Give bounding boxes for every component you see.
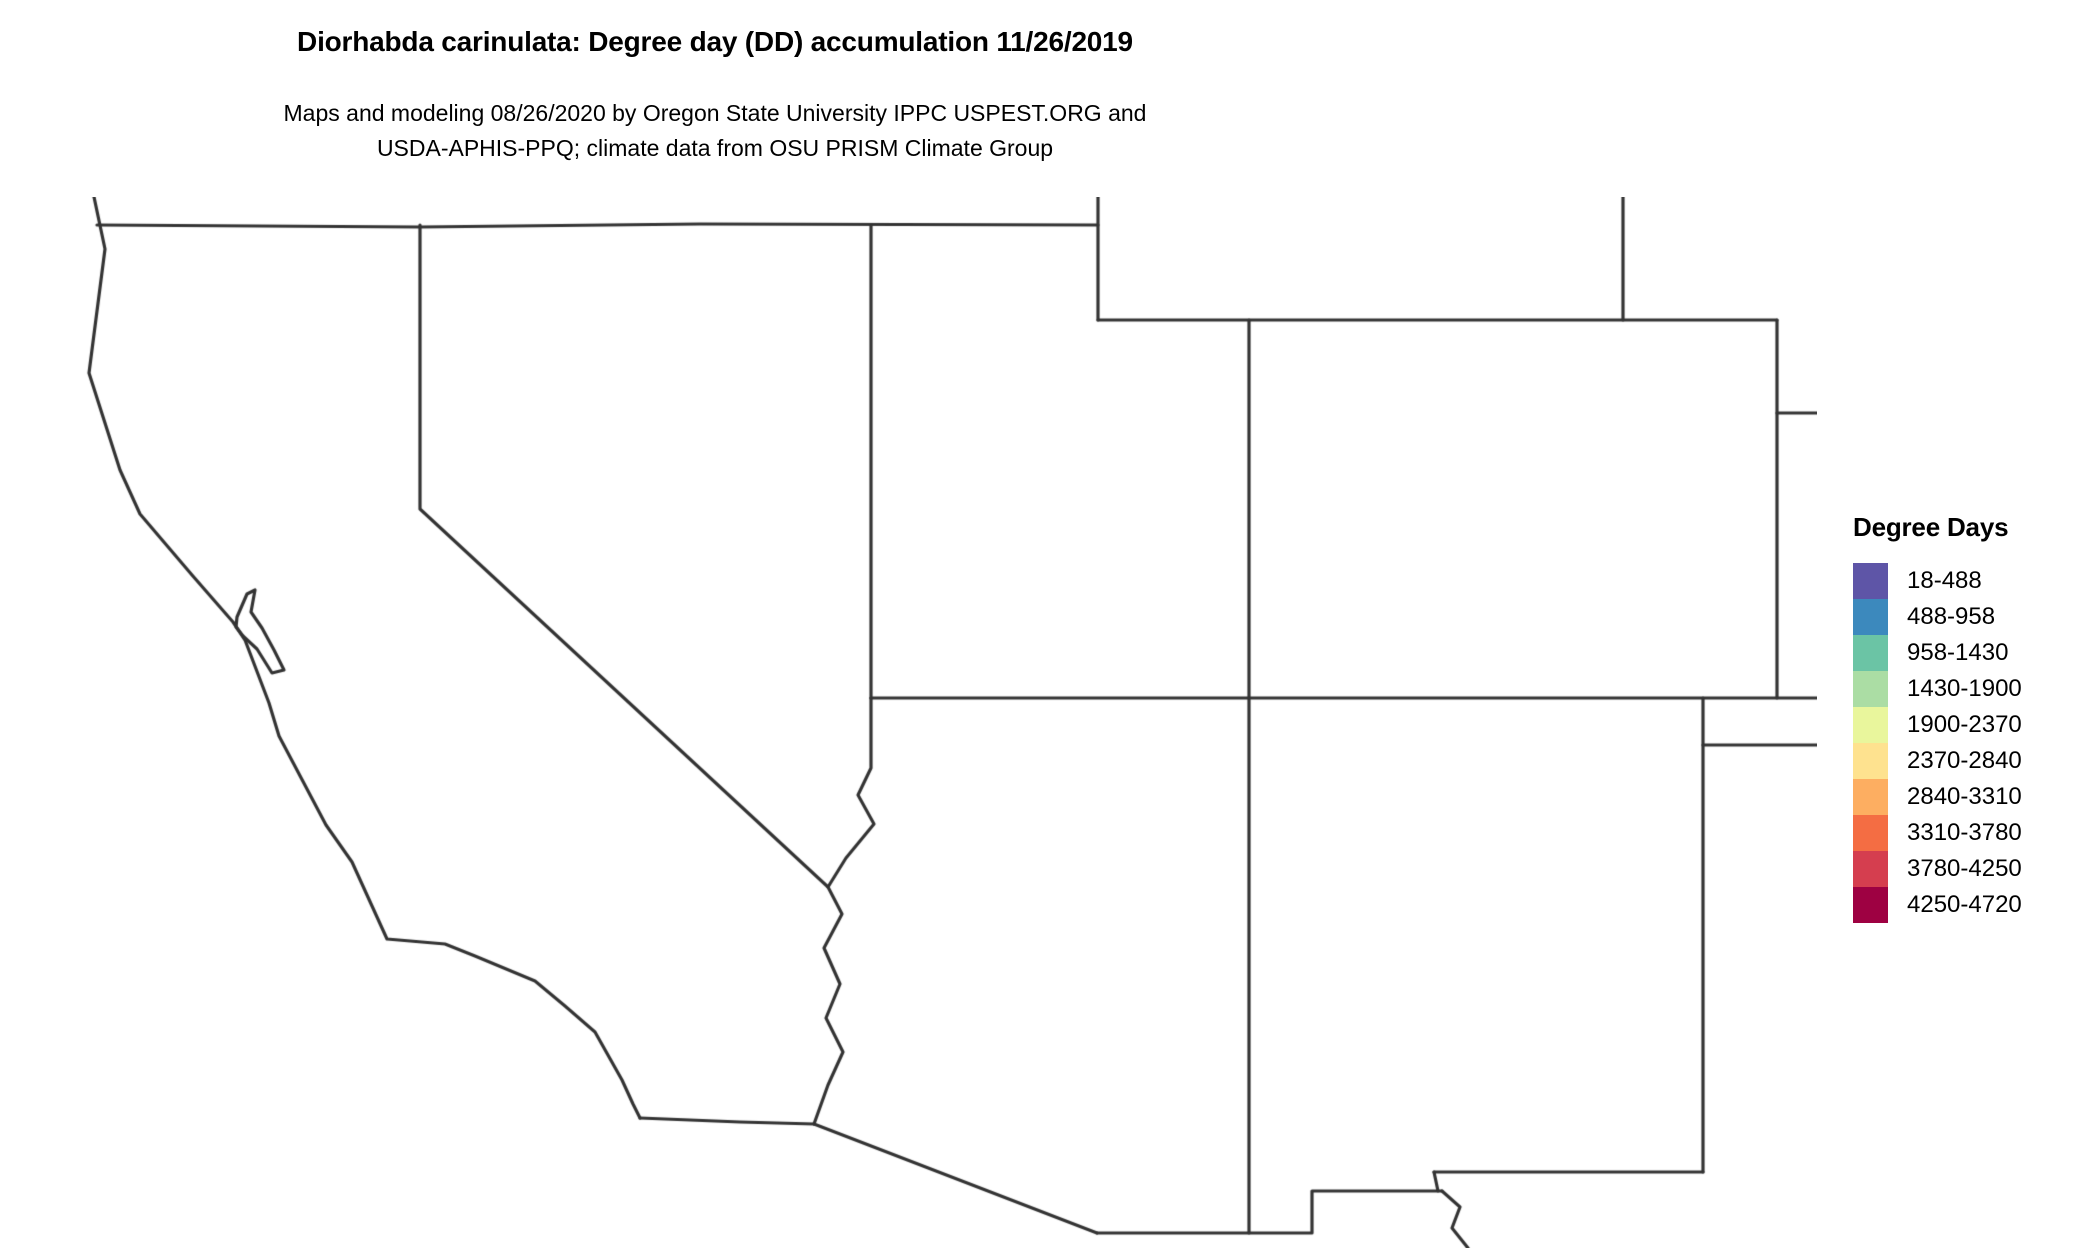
legend-item: 1430-1900 (1853, 671, 2022, 707)
legend-item: 958-1430 (1853, 635, 2022, 671)
legend-swatch (1853, 743, 1888, 779)
legend-label: 18-488 (1907, 567, 1982, 594)
legend-item: 2370-2840 (1853, 743, 2022, 779)
legend-label: 488-958 (1907, 603, 1996, 630)
legend-swatch (1853, 779, 1888, 815)
legend-swatch (1853, 563, 1888, 599)
legend-items: 18-488 488-958 958-1430 1430-1900 1900-2370 2… (1853, 563, 2022, 923)
legend-item: 2840-3310 (1853, 779, 2022, 815)
legend-item: 18-488 (1853, 563, 2022, 599)
legend-label: 1430-1900 (1907, 675, 2022, 702)
map-subtitle: Maps and modeling 08/26/2020 by Oregon S… (0, 96, 1430, 166)
legend-label: 3780-4250 (1907, 855, 2022, 882)
legend-item: 3310-3780 (1853, 815, 2022, 851)
legend-swatch (1853, 707, 1888, 743)
legend-label: 2840-3310 (1907, 783, 2022, 810)
legend-swatch (1853, 671, 1888, 707)
map-subtitle-line-1: Maps and modeling 08/26/2020 by Oregon S… (283, 100, 1147, 126)
legend-title: Degree Days (1853, 512, 2009, 542)
map-title: Diorhabda carinulata: Degree day (DD) ac… (297, 26, 1133, 57)
legend-label: 2370-2840 (1907, 747, 2022, 774)
legend-item: 4250-4720 (1853, 887, 2022, 923)
legend: Degree Days 18-488 488-958 958-1430 1430-19… (1853, 512, 2022, 923)
legend-swatch (1853, 599, 1888, 635)
legend-label: 1900-2370 (1907, 711, 2022, 738)
legend-item: 1900-2370 (1853, 707, 2022, 743)
legend-label: 4250-4720 (1907, 891, 2022, 918)
legend-swatch (1853, 635, 1888, 671)
legend-swatch (1853, 887, 1888, 923)
legend-item: 3780-4250 (1853, 851, 2022, 887)
legend-item: 488-958 (1853, 599, 2022, 635)
degree-day-raster-map (60, 197, 1817, 1248)
legend-swatch (1853, 851, 1888, 887)
legend-label: 3310-3780 (1907, 819, 2022, 846)
legend-label: 958-1430 (1907, 639, 2009, 666)
map-subtitle-line-2: USDA-APHIS-PPQ; climate data from OSU PR… (376, 135, 1054, 161)
legend-swatch (1853, 815, 1888, 851)
